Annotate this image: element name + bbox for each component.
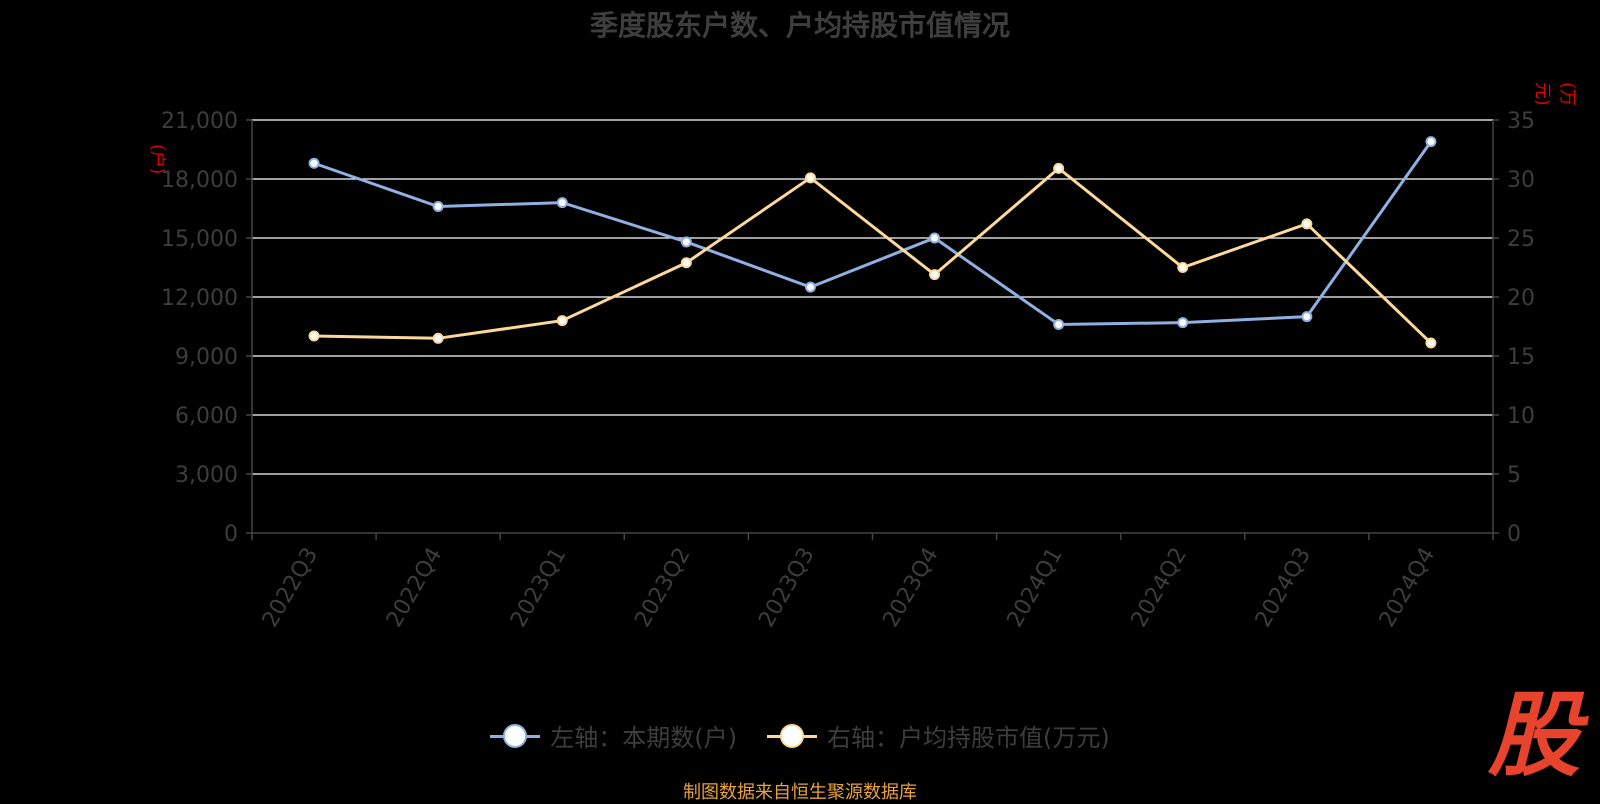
left-axis-tick-label: 18,000 bbox=[161, 168, 238, 193]
chart-legend: 左轴：本期数(户) 右轴：户均持股市值(万元) bbox=[0, 718, 1600, 753]
legend-swatch-avg-value-icon bbox=[767, 723, 817, 748]
chart-plot: 0 3,000 6,000 9,000 12,000 15,000 18,000 21,000… bbox=[161, 109, 1535, 632]
legend-item-households[interactable]: 左轴：本期数(户) bbox=[490, 718, 737, 753]
households-data-point bbox=[804, 281, 816, 293]
households-series-line bbox=[313, 140, 1433, 327]
households-data-point bbox=[1177, 317, 1189, 329]
left-axis-tick-label: 0 bbox=[224, 522, 238, 547]
right-axis-tick-label: 20 bbox=[1507, 286, 1535, 311]
households-data-point bbox=[680, 236, 692, 248]
x-axis-tick-label: 2024Q4 bbox=[1375, 544, 1440, 632]
legend-label-avg-value: 右轴：户均持股市值(万元) bbox=[827, 724, 1110, 752]
x-axis-tick-label: 2024Q3 bbox=[1251, 544, 1316, 632]
left-axis-tick-label: 21,000 bbox=[161, 109, 238, 134]
left-axis-tick-label: 15,000 bbox=[161, 227, 238, 252]
left-axis-tick-label: 6,000 bbox=[175, 404, 238, 429]
x-axis-tick-label: 2023Q1 bbox=[506, 544, 571, 632]
left-axis-tick-label: 9,000 bbox=[175, 345, 238, 370]
right-axis-tick-label: 35 bbox=[1507, 109, 1535, 134]
households-data-point bbox=[308, 157, 320, 169]
x-axis-tick-label: 2024Q1 bbox=[1003, 544, 1068, 632]
x-axis-tick-label: 2023Q4 bbox=[878, 544, 943, 632]
x-axis-tick-label: 2022Q4 bbox=[382, 544, 447, 632]
right-axis-tick-label: 25 bbox=[1507, 227, 1535, 252]
x-axis-tick-label: 2023Q2 bbox=[630, 544, 695, 632]
legend-label-households: 左轴：本期数(户) bbox=[550, 724, 737, 752]
avg-value-data-point bbox=[680, 257, 692, 269]
households-data-point bbox=[1425, 136, 1437, 148]
data-source-note: 制图数据来自恒生聚源数据库 bbox=[683, 782, 917, 803]
x-axis-tick-label: 2023Q3 bbox=[754, 544, 819, 632]
avg-value-data-point bbox=[556, 315, 568, 327]
chart-title: 季度股东户数、户均持股市值情况 bbox=[589, 9, 1010, 42]
avg-value-data-point bbox=[1177, 262, 1189, 273]
households-data-point bbox=[556, 197, 568, 209]
avg-value-data-point bbox=[432, 332, 444, 344]
legend-swatch-households-icon bbox=[490, 723, 541, 748]
households-data-point bbox=[929, 232, 941, 244]
households-data-point bbox=[1053, 319, 1065, 331]
avg-value-series-line bbox=[314, 166, 1432, 345]
right-axis-tick-label: 10 bbox=[1507, 404, 1535, 429]
households-data-point bbox=[1301, 311, 1313, 323]
left-axis-tick-label: 12,000 bbox=[161, 286, 238, 311]
avg-value-data-point bbox=[308, 330, 320, 342]
left-axis-tick-label: 3,000 bbox=[175, 463, 238, 488]
avg-value-data-point bbox=[1425, 337, 1437, 349]
avg-value-data-point bbox=[1301, 218, 1313, 230]
x-axis-tick-label: 2024Q2 bbox=[1127, 544, 1192, 632]
brand-logo: 股 bbox=[1488, 682, 1581, 789]
right-axis-tick-label: 0 bbox=[1507, 522, 1521, 547]
avg-value-data-point bbox=[1053, 162, 1065, 174]
right-axis-tick-label: 15 bbox=[1507, 345, 1535, 370]
avg-value-data-point bbox=[804, 172, 816, 184]
legend-item-avg-value[interactable]: 右轴：户均持股市值(万元) bbox=[767, 718, 1110, 753]
avg-value-data-point bbox=[929, 269, 941, 281]
x-axis-tick-label: 2022Q3 bbox=[258, 544, 323, 632]
households-data-point bbox=[432, 201, 444, 213]
right-axis-tick-label: 5 bbox=[1507, 463, 1521, 488]
right-axis-tick-label: 30 bbox=[1507, 168, 1535, 193]
